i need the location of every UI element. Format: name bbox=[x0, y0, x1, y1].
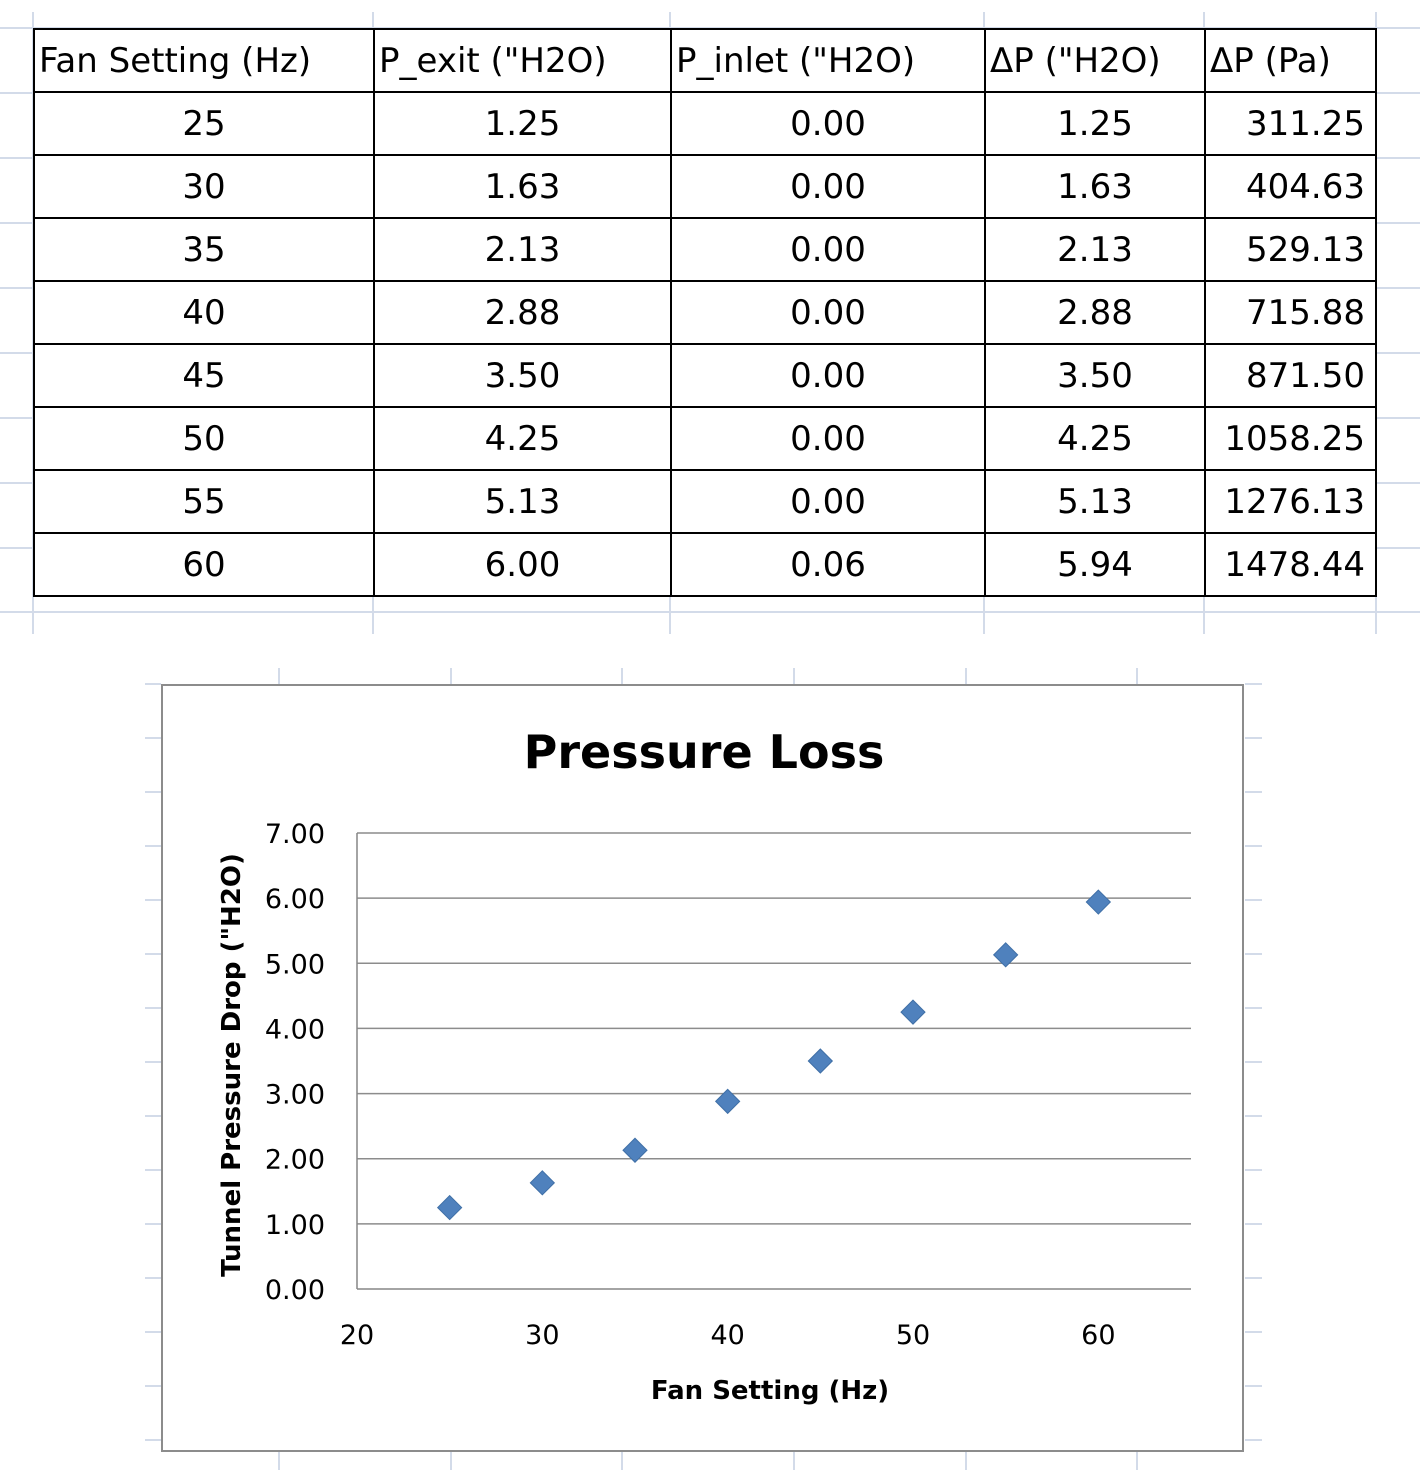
y-tick-label: 0.00 bbox=[265, 1275, 325, 1306]
table-cell[interactable]: 50 bbox=[33, 406, 375, 471]
table-cell[interactable]: 2.88 bbox=[984, 280, 1206, 345]
table-cell[interactable]: 1.63 bbox=[984, 154, 1206, 219]
y-tick-label: 1.00 bbox=[265, 1210, 325, 1241]
table-cell[interactable]: 3.50 bbox=[373, 343, 672, 408]
table-cell[interactable]: 0.00 bbox=[670, 91, 986, 156]
x-tick-label: 60 bbox=[1081, 1320, 1115, 1351]
column-header[interactable]: ΔP (Pa) bbox=[1204, 28, 1377, 93]
table-cell[interactable]: 1.63 bbox=[373, 154, 672, 219]
table-cell[interactable]: 55 bbox=[33, 469, 375, 534]
table-row: 50 4.25 0.00 4.25 1058.25 bbox=[33, 406, 1377, 471]
table-cell[interactable]: 40 bbox=[33, 280, 375, 345]
y-tick-label: 3.00 bbox=[265, 1080, 325, 1111]
y-tick-label: 6.00 bbox=[265, 884, 325, 915]
x-tick-label: 40 bbox=[710, 1320, 744, 1351]
y-tick-label: 2.00 bbox=[265, 1145, 325, 1176]
data-point bbox=[714, 1088, 741, 1115]
table-cell[interactable]: 2.13 bbox=[373, 217, 672, 282]
table-cell[interactable]: 529.13 bbox=[1204, 217, 1377, 282]
chart-area[interactable]: Pressure Loss 0.00 1.00 2.00 3.00 4.00 5.00 6.0… bbox=[161, 684, 1244, 1452]
table-cell[interactable]: 4.25 bbox=[373, 406, 672, 471]
table-cell[interactable]: 404.63 bbox=[1204, 154, 1377, 219]
table-cell[interactable]: 0.00 bbox=[670, 154, 986, 219]
table-header-row: Fan Setting (Hz) P_exit ("H2O) P_inlet ("H… bbox=[33, 28, 1377, 93]
table-cell[interactable]: 1058.25 bbox=[1204, 406, 1377, 471]
table-row: 60 6.00 0.06 5.94 1478.44 bbox=[33, 532, 1377, 597]
column-header[interactable]: Fan Setting (Hz) bbox=[33, 28, 375, 93]
table-cell[interactable]: 0.06 bbox=[670, 532, 986, 597]
table-cell[interactable]: 0.00 bbox=[670, 217, 986, 282]
table-cell[interactable]: 871.50 bbox=[1204, 343, 1377, 408]
table-cell[interactable]: 0.00 bbox=[670, 343, 986, 408]
column-header[interactable]: P_exit ("H2O) bbox=[373, 28, 672, 93]
table-cell[interactable]: 0.00 bbox=[670, 469, 986, 534]
table-row: 40 2.88 0.00 2.88 715.88 bbox=[33, 280, 1377, 345]
table-cell[interactable]: 311.25 bbox=[1204, 91, 1377, 156]
table-cell[interactable]: 5.13 bbox=[984, 469, 1206, 534]
data-point bbox=[900, 999, 926, 1025]
table-cell[interactable]: 1478.44 bbox=[1204, 532, 1377, 597]
table-cell[interactable]: 1.25 bbox=[373, 91, 672, 156]
y-tick-label: 7.00 bbox=[265, 819, 325, 850]
x-tick-label: 30 bbox=[525, 1320, 559, 1351]
y-tick-label: 4.00 bbox=[265, 1014, 325, 1045]
table-row: 45 3.50 0.00 3.50 871.50 bbox=[33, 343, 1377, 408]
data-point bbox=[622, 1137, 648, 1163]
table-cell[interactable]: 2.13 bbox=[984, 217, 1206, 282]
column-header[interactable]: P_inlet ("H2O) bbox=[670, 28, 986, 93]
data-point bbox=[807, 1048, 834, 1074]
table-cell[interactable]: 5.94 bbox=[984, 532, 1206, 597]
table-cell[interactable]: 25 bbox=[33, 91, 375, 156]
table-cell[interactable]: 3.50 bbox=[984, 343, 1206, 408]
data-point bbox=[436, 1194, 463, 1221]
table-cell[interactable]: 30 bbox=[33, 154, 375, 219]
table-row: 30 1.63 0.00 1.63 404.63 bbox=[33, 154, 1377, 219]
data-point bbox=[992, 942, 1019, 968]
table-cell[interactable]: 0.00 bbox=[670, 406, 986, 471]
table-cell[interactable]: 6.00 bbox=[373, 532, 672, 597]
table-cell[interactable]: 2.88 bbox=[373, 280, 672, 345]
table-row: 35 2.13 0.00 2.13 529.13 bbox=[33, 217, 1377, 282]
table-cell[interactable]: 4.25 bbox=[984, 406, 1206, 471]
table-row: 55 5.13 0.00 5.13 1276.13 bbox=[33, 469, 1377, 534]
table-cell[interactable]: 1276.13 bbox=[1204, 469, 1377, 534]
data-table: Fan Setting (Hz) P_exit ("H2O) P_inlet ("H… bbox=[33, 28, 1377, 597]
y-tick-label: 5.00 bbox=[265, 949, 325, 980]
table-cell[interactable]: 60 bbox=[33, 532, 375, 597]
table-cell[interactable]: 45 bbox=[33, 343, 375, 408]
data-point bbox=[529, 1170, 556, 1196]
x-axis-label: Fan Setting (Hz) bbox=[651, 1376, 889, 1406]
table-cell[interactable]: 35 bbox=[33, 217, 375, 282]
table-cell[interactable]: 1.25 bbox=[984, 91, 1206, 156]
x-tick-label: 50 bbox=[896, 1320, 930, 1351]
table-row: 25 1.25 0.00 1.25 311.25 bbox=[33, 91, 1377, 156]
y-axis-label: Tunnel Pressure Drop ("H2O) bbox=[217, 853, 247, 1277]
column-header[interactable]: ΔP ("H2O) bbox=[984, 28, 1206, 93]
chart-title: Pressure Loss bbox=[524, 725, 885, 779]
table-cell[interactable]: 5.13 bbox=[373, 469, 672, 534]
scatter-chart: Pressure Loss 0.00 1.00 2.00 3.00 4.00 5.00 6.0… bbox=[217, 725, 1191, 1406]
x-tick-label: 20 bbox=[340, 1320, 374, 1351]
table-cell[interactable]: 715.88 bbox=[1204, 280, 1377, 345]
table-cell[interactable]: 0.00 bbox=[670, 280, 986, 345]
data-point bbox=[1085, 889, 1112, 915]
